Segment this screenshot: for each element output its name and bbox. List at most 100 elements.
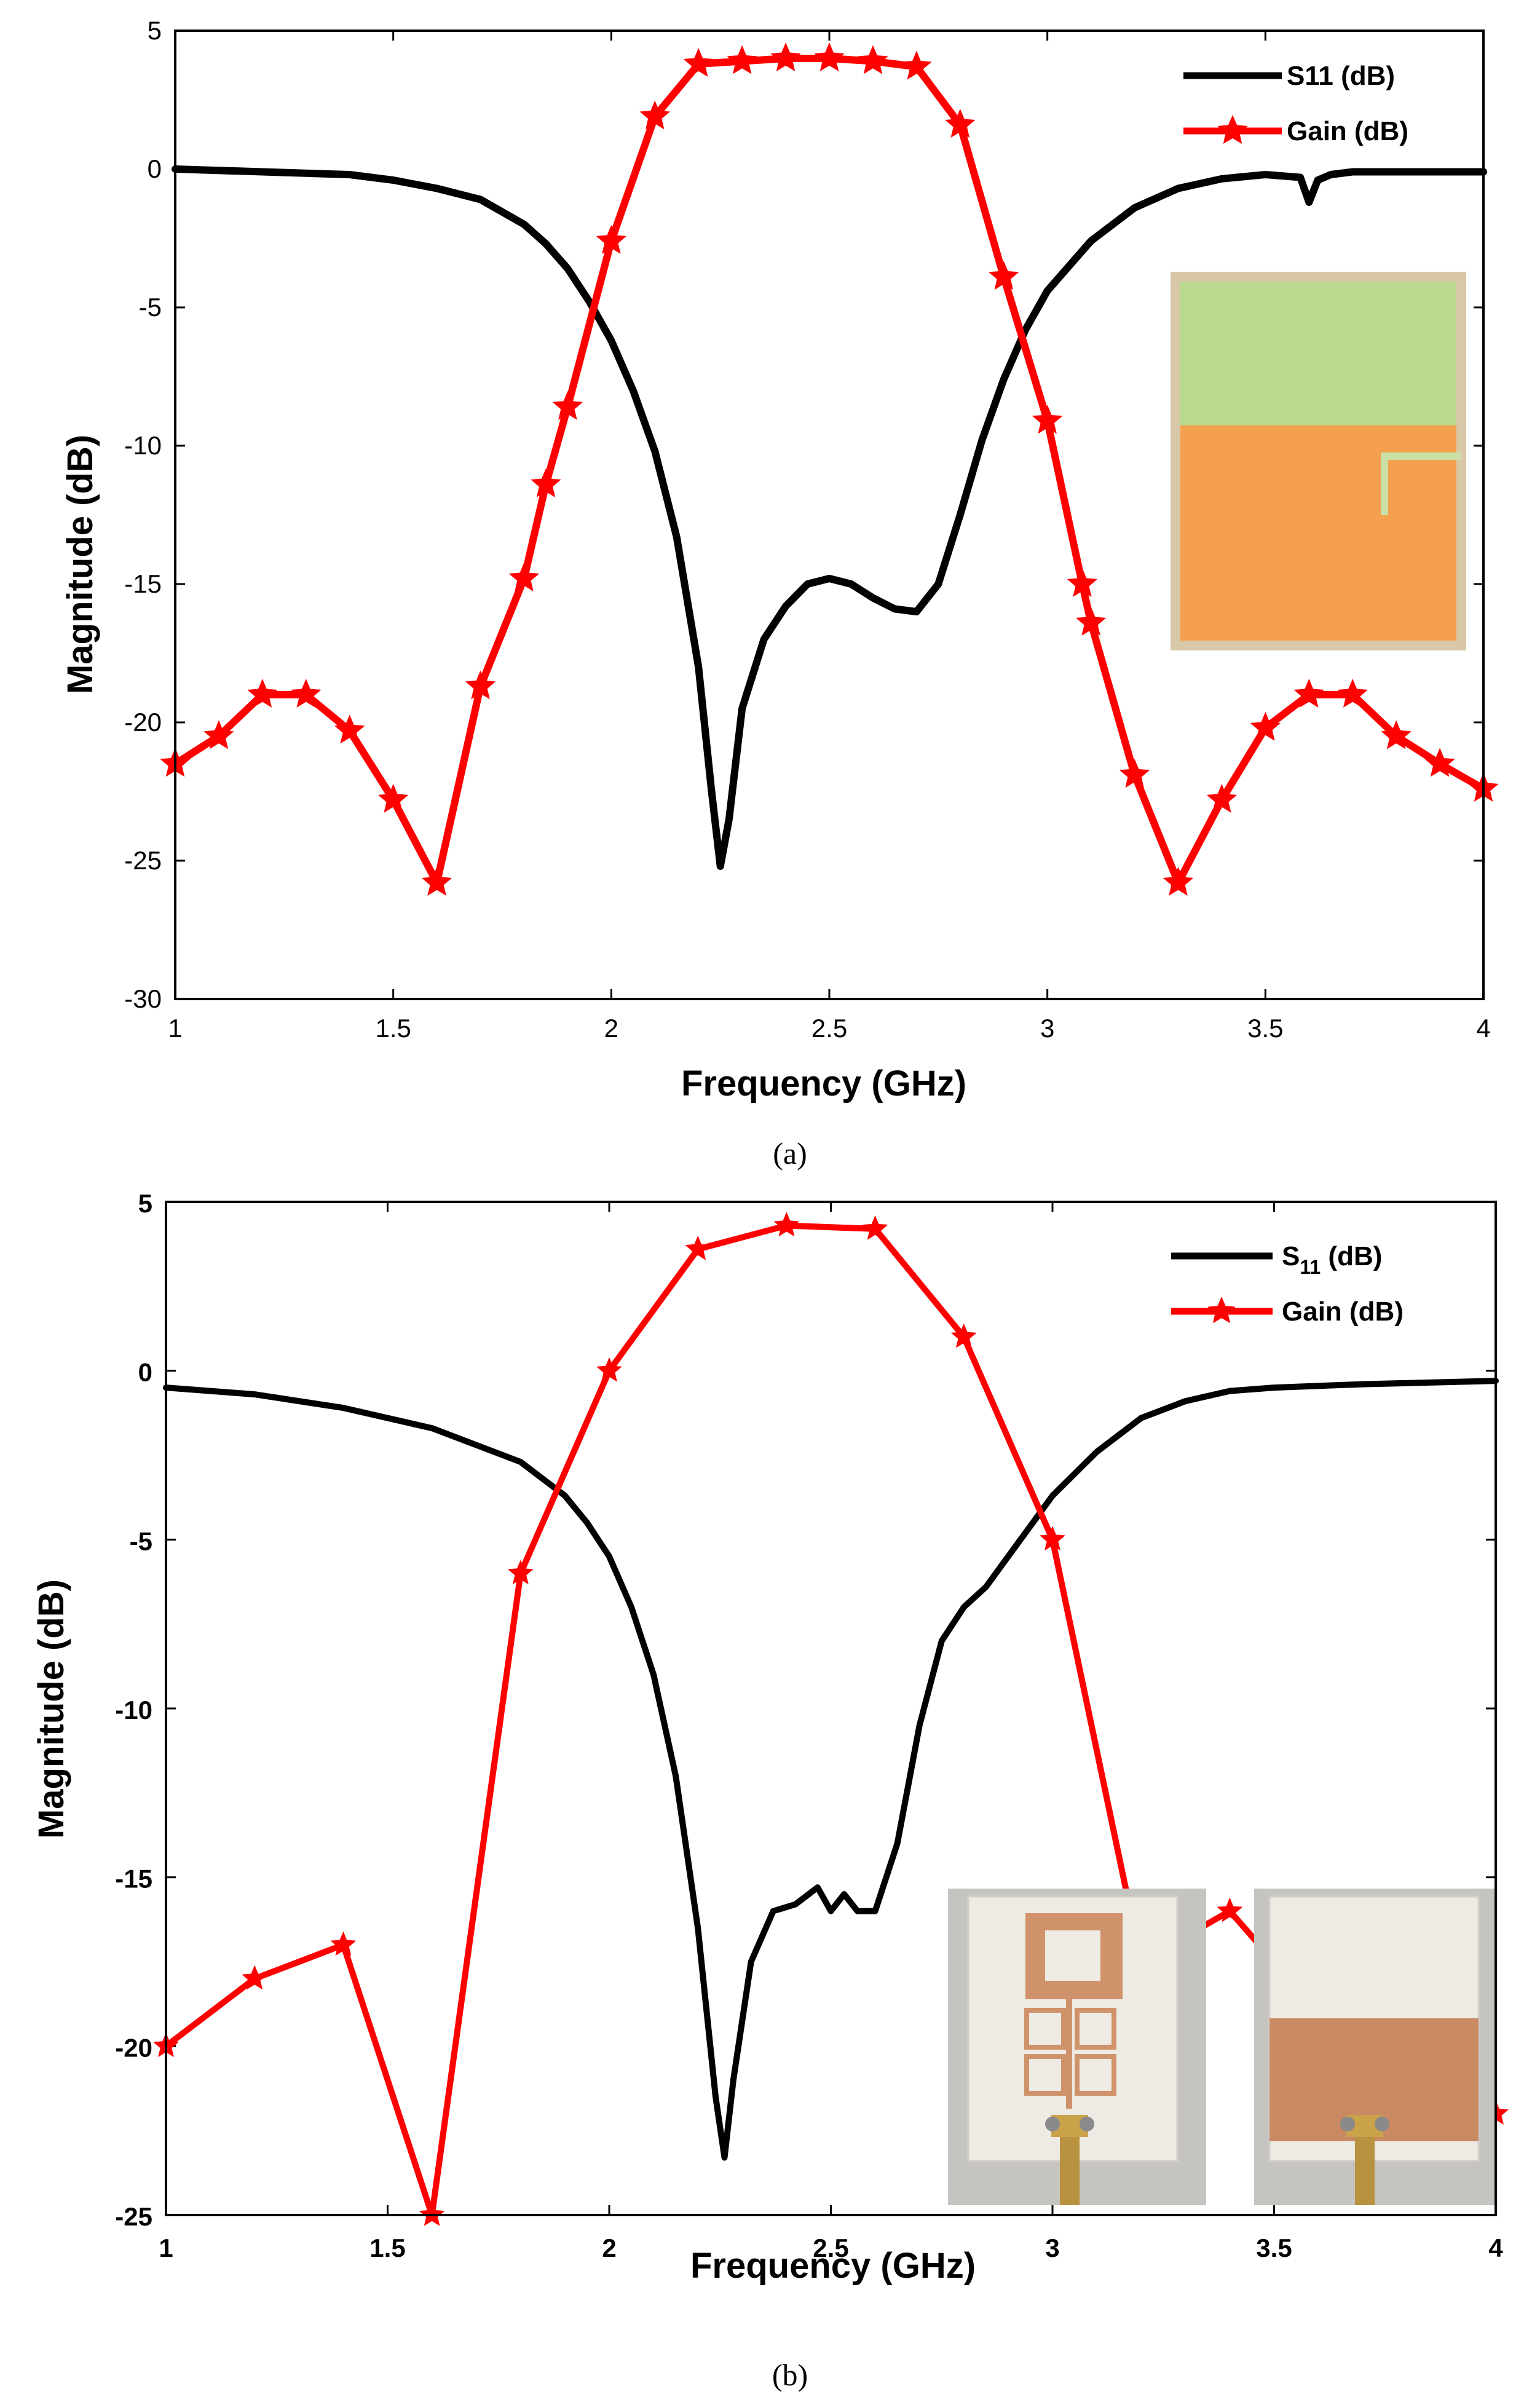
s11-line-b xyxy=(163,1378,1499,2161)
prototype-photo-back xyxy=(1254,1889,1497,2205)
gain-point-b xyxy=(1040,1526,1065,1551)
photo-front-screw-right xyxy=(1080,2117,1094,2131)
gain-point-a xyxy=(596,225,627,254)
gain-point-a xyxy=(1381,720,1412,749)
y-axis-label-b: Magnitude (dB) xyxy=(31,1579,71,1839)
gain-point-a xyxy=(814,42,845,71)
photo-back-screw-left xyxy=(1340,2117,1355,2131)
photo-front-srr-2 xyxy=(1075,2008,1116,2050)
gain-point-a xyxy=(639,100,670,130)
y-tick-label: -10 xyxy=(124,431,162,460)
gain-point-a xyxy=(377,784,409,813)
photo-front-screw-left xyxy=(1045,2117,1060,2131)
gain-point-a xyxy=(945,109,976,138)
legend-b: S11 (dB) Gain (dB) xyxy=(1171,1241,1404,1327)
chart-panel-a: 1 1.5 2 2.5 3 3.5 4 5 0 -5 -10 -15 -20 -25 -30 Frequen… xyxy=(60,16,1499,1171)
legend-marker-gain-a xyxy=(1217,115,1248,144)
tick-labels-b: 1 1.5 2 2.5 3 3.5 4 5 0 -5 -10 -15 -20 -25 xyxy=(115,1189,1503,2262)
gain-point-a xyxy=(1424,748,1455,777)
inset-substrate xyxy=(1175,277,1461,425)
gain-point-b xyxy=(507,1560,534,1585)
gain-point-a xyxy=(291,679,322,708)
x-tick-label: 2 xyxy=(602,2233,616,2262)
y-tick-label: -5 xyxy=(139,293,162,322)
x-axis-label-a: Frequency (GHz) xyxy=(681,1064,966,1104)
y-tick-label: -5 xyxy=(130,1526,152,1555)
plot-frame-a xyxy=(174,30,1485,1000)
x-tick-label: 1 xyxy=(168,1014,182,1043)
legend-star-b xyxy=(1207,1297,1236,1324)
antenna-layout-inset xyxy=(1171,272,1466,650)
gain-point-a xyxy=(203,720,234,749)
x-tick-label: 2.5 xyxy=(811,1014,847,1043)
legend-marker-gain-b xyxy=(1207,1297,1236,1324)
x-tick-label: 3 xyxy=(1045,2233,1059,2262)
gain-point-a xyxy=(1032,405,1063,434)
gain-point-a xyxy=(552,391,583,420)
gain-point-a xyxy=(989,261,1019,290)
plot-frame-b xyxy=(165,1201,1497,2216)
gain-point-b xyxy=(773,1212,800,1237)
x-tick-label: 1.5 xyxy=(375,1014,411,1043)
legend-s11-suffix-b: (dB) xyxy=(1321,1241,1382,1271)
gain-point-a xyxy=(1067,568,1098,597)
y-tick-label: 5 xyxy=(148,16,162,45)
x-tick-label: 2.5 xyxy=(813,2233,848,2262)
x-tick-label: 1 xyxy=(159,2233,173,2262)
inset-feed-line xyxy=(1381,452,1461,515)
legend-star-a xyxy=(1217,115,1248,144)
gain-point-a xyxy=(465,670,496,700)
gain-point-b xyxy=(419,2202,445,2226)
series-s11-a xyxy=(172,165,1487,870)
photo-front-srr-4 xyxy=(1075,2054,1116,2096)
y-tick-label: -20 xyxy=(124,708,162,736)
gain-point-a xyxy=(334,714,365,744)
legend-a: S11 (dB) Gain (dB) xyxy=(1183,61,1408,146)
x-tick-label: 3.5 xyxy=(1247,1014,1283,1043)
photo-back-connector-body xyxy=(1355,2137,1375,2205)
x-tick-label: 4 xyxy=(1476,1014,1490,1043)
caption-a: (a) xyxy=(773,1136,807,1171)
y-tick-label: -25 xyxy=(124,846,162,875)
gain-point-a xyxy=(1163,867,1194,896)
gain-point-a xyxy=(1293,679,1324,708)
x-tick-label: 4 xyxy=(1488,2233,1503,2262)
gain-point-a xyxy=(1119,759,1150,788)
photo-front-patch-slot xyxy=(1045,1930,1100,1981)
series-gain-a xyxy=(160,42,1499,896)
photo-back-screw-right xyxy=(1375,2117,1389,2131)
tick-labels-a: 1 1.5 2 2.5 3 3.5 4 5 0 -5 -10 -15 -20 -25 -30 xyxy=(124,16,1490,1043)
gain-point-b xyxy=(862,1215,888,1240)
y-tick-label: -30 xyxy=(124,984,162,1013)
legend-label-gain-a: Gain (dB) xyxy=(1287,116,1408,146)
gain-point-b xyxy=(685,1235,711,1260)
inset-bevel xyxy=(1171,272,1466,650)
s11-line-a xyxy=(172,165,1487,870)
photo-front-connector-body xyxy=(1060,2137,1080,2205)
gain-point-a xyxy=(858,45,888,74)
gain-point-a xyxy=(1075,607,1107,636)
gain-point-b xyxy=(950,1323,977,1348)
y-tick-label: -10 xyxy=(115,1696,152,1724)
legend-label-gain-b: Gain (dB) xyxy=(1282,1297,1404,1327)
prototype-photo-front xyxy=(948,1889,1206,2205)
photo-front-srr-3 xyxy=(1024,2054,1066,2096)
y-tick-label: 5 xyxy=(138,1189,152,1218)
gain-point-b xyxy=(242,1965,268,1990)
y-tick-label: 0 xyxy=(148,154,162,183)
photo-front-feedline xyxy=(1066,1998,1072,2109)
x-tick-label: 1.5 xyxy=(369,2233,405,2262)
gain-point-a xyxy=(727,45,757,74)
gain-point-a xyxy=(683,48,714,77)
x-tick-label: 2 xyxy=(604,1014,618,1043)
legend-s11-main-b: S xyxy=(1282,1241,1300,1271)
gain-point-a xyxy=(531,468,561,497)
caption-b: (b) xyxy=(772,2358,808,2392)
chart-panel-b: 1 1.5 2 2.5 3 3.5 4 5 0 -5 -10 -15 -20 -25 Frequency … xyxy=(31,1189,1509,2392)
gain-point-a xyxy=(770,42,801,71)
photo-front-srr-1 xyxy=(1024,2008,1066,2050)
y-tick-label: -15 xyxy=(124,569,162,598)
x-axis-label-b: Frequency (GHz) xyxy=(690,2246,976,2286)
legend-label-s11-a: S11 (dB) xyxy=(1287,61,1395,91)
